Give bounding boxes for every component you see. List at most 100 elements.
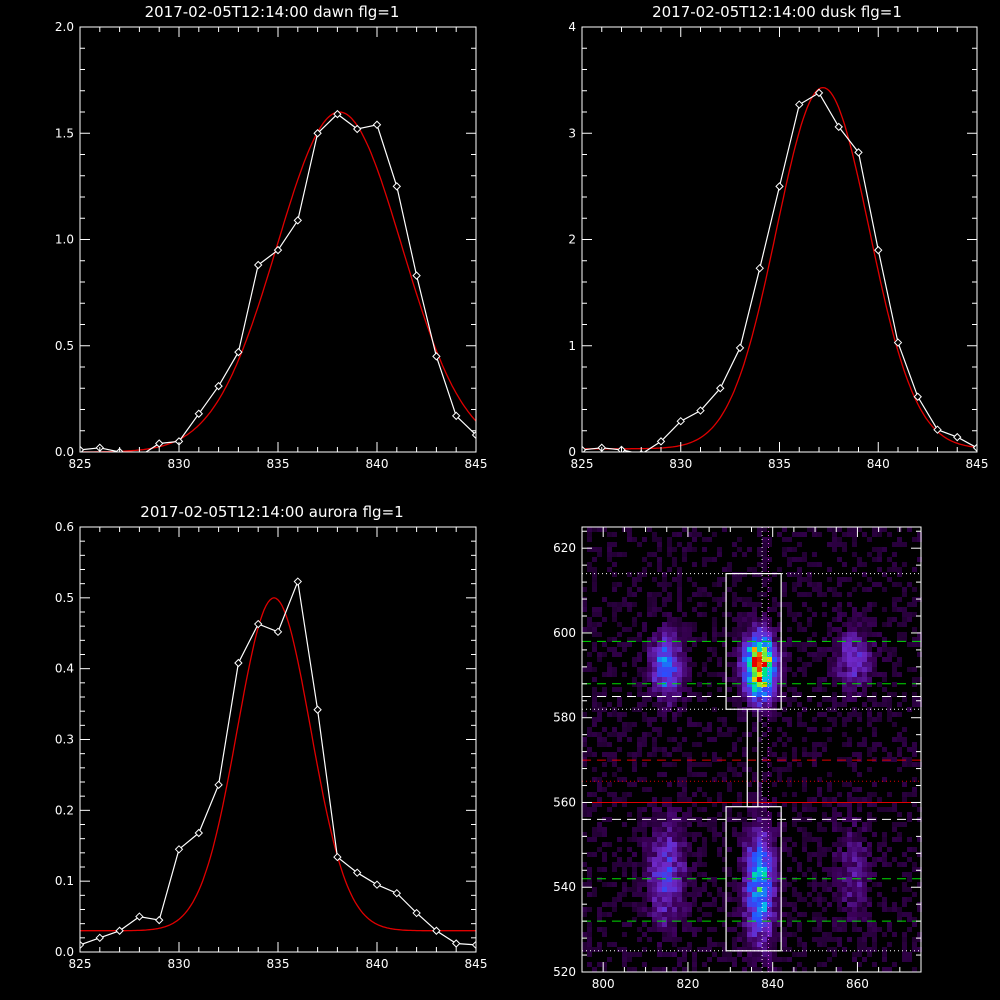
heatmap-cell — [822, 917, 827, 922]
heatmap-cell — [867, 632, 872, 637]
heatmap-cell — [877, 547, 882, 552]
heatmap-cell — [762, 537, 767, 542]
heatmap-cell — [637, 737, 642, 742]
heatmap-cell — [682, 912, 687, 917]
heatmap-cell — [622, 597, 627, 602]
heatmap-cell — [737, 637, 742, 642]
heatmap-cell — [717, 887, 722, 892]
heatmap-cell — [912, 792, 917, 797]
heatmap-cell — [857, 667, 862, 672]
heatmap-cell — [817, 587, 822, 592]
heatmap-cell — [827, 672, 832, 677]
plot-area — [582, 86, 977, 452]
heatmap-cell — [807, 642, 812, 647]
heatmap-cell — [627, 602, 632, 607]
heatmap-cell — [842, 922, 847, 927]
heatmap-cell — [747, 952, 752, 957]
heatmap-cell — [757, 532, 762, 537]
heatmap-cell — [752, 572, 757, 577]
heatmap-cell — [837, 927, 842, 932]
heatmap-cell — [667, 657, 672, 662]
heatmap-cell — [802, 782, 807, 787]
heatmap-cell — [587, 807, 592, 812]
panel-aurora: 2017-02-05T12:14:00 aurora flg=1 825 830 8… — [55, 503, 488, 971]
heatmap-cell — [607, 817, 612, 822]
data-point — [80, 445, 85, 452]
heatmap-cell — [787, 657, 792, 662]
data-point — [854, 148, 863, 157]
heatmap-cell — [637, 687, 642, 692]
heatmap-cell — [682, 792, 687, 797]
data-point — [392, 889, 402, 898]
panel2-ytick-label: 0.0 — [55, 945, 74, 959]
heatmap-cell — [632, 637, 637, 642]
heatmap-cell — [837, 902, 842, 907]
heatmap-cell — [872, 657, 877, 662]
heatmap-cell — [722, 922, 727, 927]
heatmap-cell — [687, 807, 692, 812]
heatmap-cell — [652, 917, 657, 922]
heatmap-cell — [802, 952, 807, 957]
heatmap-cell — [787, 762, 792, 767]
heatmap-cell — [667, 927, 672, 932]
heatmap-cell — [667, 632, 672, 637]
heatmap-cell — [887, 712, 892, 717]
heatmap-cell — [672, 617, 677, 622]
heatmap-cell — [637, 752, 642, 757]
heatmap-cell — [772, 602, 777, 607]
heatmap-cell — [647, 887, 652, 892]
heatmap-cell — [862, 672, 867, 677]
heatmap-cell — [792, 892, 797, 897]
heatmap-cell — [847, 902, 852, 907]
heatmap-cell — [652, 872, 657, 877]
heatmap-cell — [602, 902, 607, 907]
heatmap-cell — [752, 627, 757, 632]
heatmap-cell — [647, 847, 652, 852]
heatmap-cell — [682, 652, 687, 657]
heatmap-cell — [637, 612, 642, 617]
heatmap-cell — [702, 537, 707, 542]
heatmap-cell — [657, 892, 662, 897]
heatmap-cell — [762, 642, 767, 647]
heatmap-cell — [602, 597, 607, 602]
heatmap-cell — [657, 942, 662, 947]
heatmap-cell — [872, 527, 877, 532]
heatmap-cell — [782, 897, 787, 902]
heatmap-cell — [852, 537, 857, 542]
heatmap-cell — [712, 607, 717, 612]
heatmap-cell — [592, 792, 597, 797]
heatmap-cell — [687, 547, 692, 552]
heatmap-cell — [877, 582, 882, 587]
heatmap-cell — [857, 902, 862, 907]
heatmap-cell — [872, 857, 877, 862]
heatmap-cell — [827, 647, 832, 652]
heatmap-cell — [837, 712, 842, 717]
heatmap-cell — [662, 572, 667, 577]
heatmap-cell — [637, 937, 642, 942]
heatmap-cell — [642, 847, 647, 852]
heatmap-cell — [687, 872, 692, 877]
heatmap-cell — [752, 872, 757, 877]
heatmap-cell — [752, 622, 757, 627]
heatmap-cell — [912, 847, 917, 852]
heatmap-cell — [727, 847, 732, 852]
heatmap-cell — [852, 632, 857, 637]
data-point — [214, 381, 223, 391]
heatmap-cell — [912, 597, 917, 602]
heatmap-cell — [752, 842, 757, 847]
heatmap-cell — [767, 917, 772, 922]
heatmap-cell — [792, 877, 797, 882]
heatmap-cell — [642, 932, 647, 937]
panel2-ytick-label: 0.5 — [55, 591, 74, 605]
heatmap-cell — [842, 687, 847, 692]
heatmap-cell — [827, 957, 832, 962]
heatmap-cell — [747, 902, 752, 907]
heatmap-cell — [672, 897, 677, 902]
heatmap-cell — [752, 612, 757, 617]
heatmap-cell — [787, 912, 792, 917]
heatmap-cell — [817, 702, 822, 707]
heatmap-cell — [897, 702, 902, 707]
heatmap-cell — [632, 867, 637, 872]
heatmap-cell — [692, 582, 697, 587]
heatmap-cell — [652, 847, 657, 852]
